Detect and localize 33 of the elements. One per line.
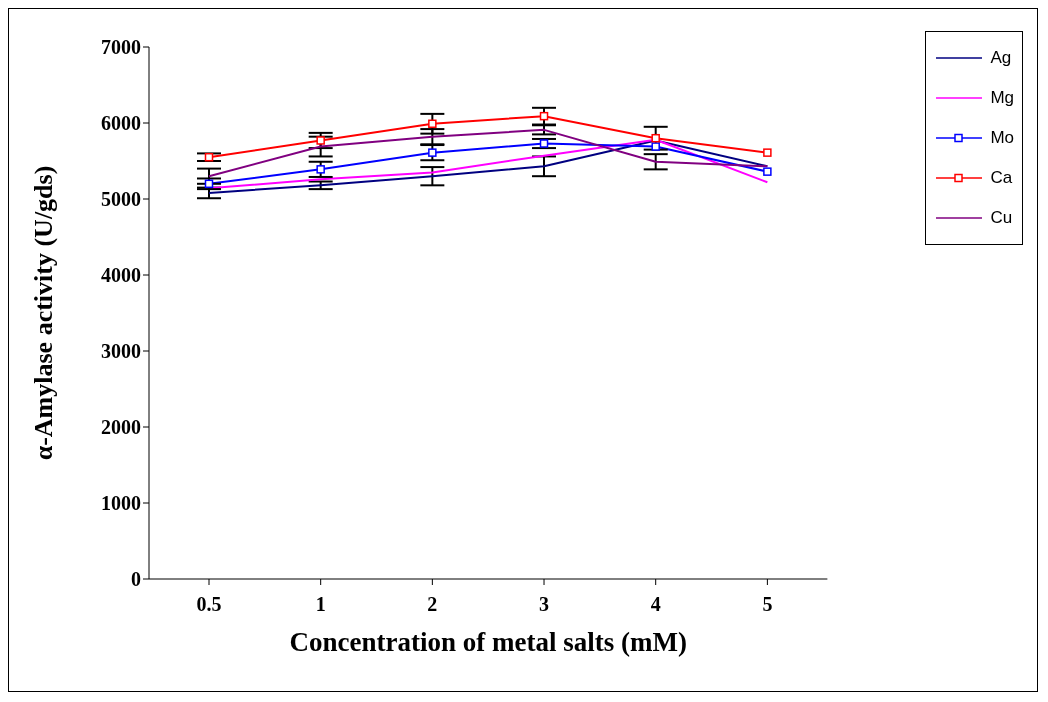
- point: [204, 152, 214, 162]
- point: [204, 179, 214, 189]
- x-tick-label: 0.5: [196, 593, 222, 616]
- x-tick-label: 3: [539, 593, 550, 616]
- point: [316, 136, 325, 145]
- point: [539, 139, 549, 148]
- y-tick-label: 1000: [101, 492, 141, 515]
- y-tick-label: 2000: [101, 416, 141, 439]
- point: [428, 148, 437, 157]
- x-tick-label: 5: [762, 593, 773, 616]
- x-tick-label: 4: [650, 593, 661, 616]
- point: [763, 148, 772, 157]
- x-axis-title: Concentration of metal salts (mM): [289, 627, 687, 657]
- point: [763, 167, 772, 176]
- y-tick-label: 0: [131, 568, 141, 591]
- legend-label: Ca: [990, 168, 1013, 188]
- point: [539, 111, 549, 121]
- legend-label: Mg: [990, 88, 1014, 108]
- legend-label: Ag: [990, 48, 1012, 68]
- y-tick-label: 5000: [101, 188, 141, 211]
- y-tick-label: 6000: [101, 112, 141, 135]
- point: [428, 119, 437, 129]
- y-axis-title: α-Amylase activity (U/gds): [29, 165, 59, 461]
- point: [316, 165, 325, 174]
- point: [651, 142, 660, 151]
- x-tick-label: 1: [315, 593, 326, 616]
- point: [651, 133, 660, 143]
- y-tick-label: 7000: [101, 36, 141, 59]
- legend-label: Mo: [990, 128, 1014, 148]
- y-tick-label: 4000: [101, 264, 141, 287]
- legend-label: Cu: [990, 208, 1013, 228]
- x-tick-label: 2: [427, 593, 438, 616]
- y-tick-label: 3000: [101, 340, 141, 363]
